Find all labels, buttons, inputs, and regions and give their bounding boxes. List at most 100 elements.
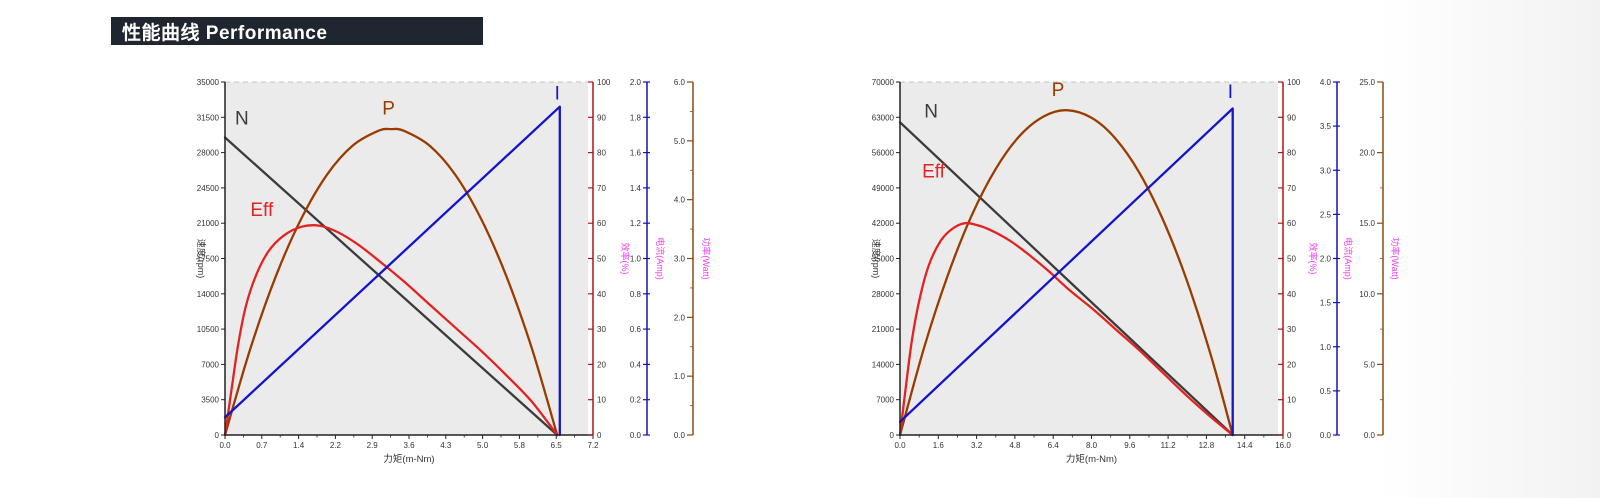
eff-tick-label: 70 bbox=[1287, 184, 1296, 193]
performance-chart-left: 0350070001050014000175002100024500280003… bbox=[196, 78, 712, 465]
current-tick-label: 2.0 bbox=[1320, 255, 1332, 264]
eff-tick-label: 90 bbox=[597, 113, 606, 122]
current-tick-label: 2.5 bbox=[1320, 210, 1332, 219]
current-tick-label: 1.2 bbox=[630, 219, 642, 228]
power-tick-label: 5.0 bbox=[674, 137, 686, 146]
torque-tick-label: 3.6 bbox=[403, 441, 415, 450]
current-tick-label: 0.6 bbox=[630, 325, 642, 334]
power-tick-label: 0.0 bbox=[674, 431, 686, 440]
current-tick-label: 2.0 bbox=[630, 78, 642, 87]
current-tick-label: 1.0 bbox=[630, 255, 642, 264]
torque-tick-label: 4.8 bbox=[1009, 441, 1021, 450]
torque-tick-label: 6.4 bbox=[1048, 441, 1060, 450]
curve-label-Eff: Eff bbox=[922, 161, 946, 182]
eff-tick-label: 30 bbox=[597, 325, 606, 334]
curve-label-I: I bbox=[555, 84, 560, 105]
speed-tick-label: 17500 bbox=[197, 255, 220, 264]
curve-I bbox=[898, 107, 1234, 437]
power-axis-title: 功率(Watt) bbox=[701, 237, 712, 279]
torque-tick-label: 9.6 bbox=[1124, 441, 1136, 450]
eff-tick-label: 70 bbox=[597, 184, 606, 193]
eff-tick-label: 80 bbox=[1287, 149, 1296, 158]
torque-axis-title: 力矩(m-Nm) bbox=[383, 453, 434, 465]
power-tick-label: 1.0 bbox=[674, 372, 686, 381]
power-tick-label: 15.0 bbox=[1359, 219, 1375, 228]
current-tick-label: 1.6 bbox=[630, 149, 642, 158]
curve-label-P: P bbox=[382, 98, 395, 119]
curve-label-N: N bbox=[924, 101, 938, 122]
power-tick-label: 5.0 bbox=[1364, 360, 1376, 369]
torque-tick-label: 16.0 bbox=[1275, 441, 1291, 450]
section-title: 性能曲线 Performance bbox=[122, 22, 328, 44]
curve-P bbox=[898, 109, 1234, 437]
power-tick-label: 2.0 bbox=[674, 313, 686, 322]
current-axis-title: 电流(Amp) bbox=[655, 237, 666, 280]
speed-tick-label: 14000 bbox=[872, 360, 895, 369]
torque-tick-label: 7.2 bbox=[587, 441, 599, 450]
eff-tick-label: 80 bbox=[597, 149, 606, 158]
eff-tick-label: 40 bbox=[1287, 290, 1296, 299]
eff-tick-label: 50 bbox=[1287, 255, 1296, 264]
eff-tick-label: 20 bbox=[597, 360, 606, 369]
eff-tick-label: 50 bbox=[597, 255, 606, 264]
current-axis-title: 电流(Amp) bbox=[1343, 237, 1354, 280]
curve-Eff bbox=[898, 221, 1234, 437]
power-tick-label: 3.0 bbox=[674, 255, 686, 264]
speed-axis-title: 速度(rpm) bbox=[871, 239, 882, 279]
torque-tick-label: 6.5 bbox=[551, 441, 563, 450]
speed-tick-label: 7000 bbox=[876, 396, 894, 405]
section-title-bar: 性能曲线 Performance bbox=[111, 17, 483, 45]
current-tick-label: 3.0 bbox=[1320, 166, 1332, 175]
current-tick-label: 0.4 bbox=[630, 360, 642, 369]
eff-tick-label: 0 bbox=[597, 431, 602, 440]
plot-area bbox=[900, 82, 1278, 435]
torque-axis-title: 力矩(m-Nm) bbox=[1066, 453, 1117, 465]
power-tick-label: 0.0 bbox=[1364, 431, 1376, 440]
speed-tick-label: 21000 bbox=[872, 325, 895, 334]
power-tick-label: 4.0 bbox=[674, 196, 686, 205]
plot-area bbox=[225, 82, 588, 435]
eff-tick-label: 10 bbox=[597, 396, 606, 405]
speed-tick-label: 24500 bbox=[197, 184, 220, 193]
curve-N bbox=[223, 136, 559, 437]
speed-tick-label: 0 bbox=[215, 431, 220, 440]
torque-tick-label: 14.4 bbox=[1237, 441, 1253, 450]
eff-tick-label: 90 bbox=[1287, 113, 1296, 122]
torque-tick-label: 8.0 bbox=[1086, 441, 1098, 450]
eff-tick-label: 40 bbox=[597, 290, 606, 299]
current-tick-label: 0.8 bbox=[630, 290, 642, 299]
speed-tick-label: 10500 bbox=[197, 325, 220, 334]
eff-tick-label: 100 bbox=[1287, 78, 1301, 87]
curve-I bbox=[223, 105, 561, 437]
eff-tick-label: 100 bbox=[597, 78, 611, 87]
torque-tick-label: 3.2 bbox=[971, 441, 983, 450]
speed-tick-label: 63000 bbox=[872, 113, 895, 122]
speed-tick-label: 28000 bbox=[872, 290, 895, 299]
speed-tick-label: 35000 bbox=[197, 78, 220, 87]
torque-tick-label: 12.8 bbox=[1199, 441, 1215, 450]
speed-tick-label: 31500 bbox=[197, 113, 220, 122]
power-tick-label: 10.0 bbox=[1359, 290, 1375, 299]
torque-tick-label: 1.4 bbox=[293, 441, 305, 450]
speed-tick-label: 14000 bbox=[197, 290, 220, 299]
power-tick-label: 25.0 bbox=[1359, 78, 1375, 87]
performance-chart-right: 0 7000 14000 21000 28000 35000 42000 49000 56000… bbox=[871, 78, 1401, 465]
curve-Eff bbox=[223, 224, 559, 437]
eff-tick-label: 10 bbox=[1287, 396, 1296, 405]
torque-tick-label: 2.9 bbox=[367, 441, 379, 450]
curve-label-Eff: Eff bbox=[250, 200, 274, 221]
torque-tick-label: 5.8 bbox=[514, 441, 526, 450]
torque-tick-label: 0.0 bbox=[894, 441, 906, 450]
current-tick-label: 3.5 bbox=[1320, 122, 1332, 131]
speed-tick-label: 42000 bbox=[872, 219, 895, 228]
eff-axis-title: 效率(%) bbox=[620, 243, 631, 275]
current-tick-label: 0.2 bbox=[630, 396, 642, 405]
current-tick-label: 0.5 bbox=[1320, 387, 1332, 396]
power-axis-title: 功率(Watt) bbox=[1390, 237, 1401, 279]
torque-tick-label: 2.2 bbox=[330, 441, 342, 450]
speed-axis-title: 速度(rpm) bbox=[196, 239, 207, 279]
eff-tick-label: 20 bbox=[1287, 360, 1296, 369]
eff-tick-label: 60 bbox=[597, 219, 606, 228]
speed-tick-label: 56000 bbox=[872, 149, 895, 158]
torque-tick-label: 5.0 bbox=[477, 441, 489, 450]
